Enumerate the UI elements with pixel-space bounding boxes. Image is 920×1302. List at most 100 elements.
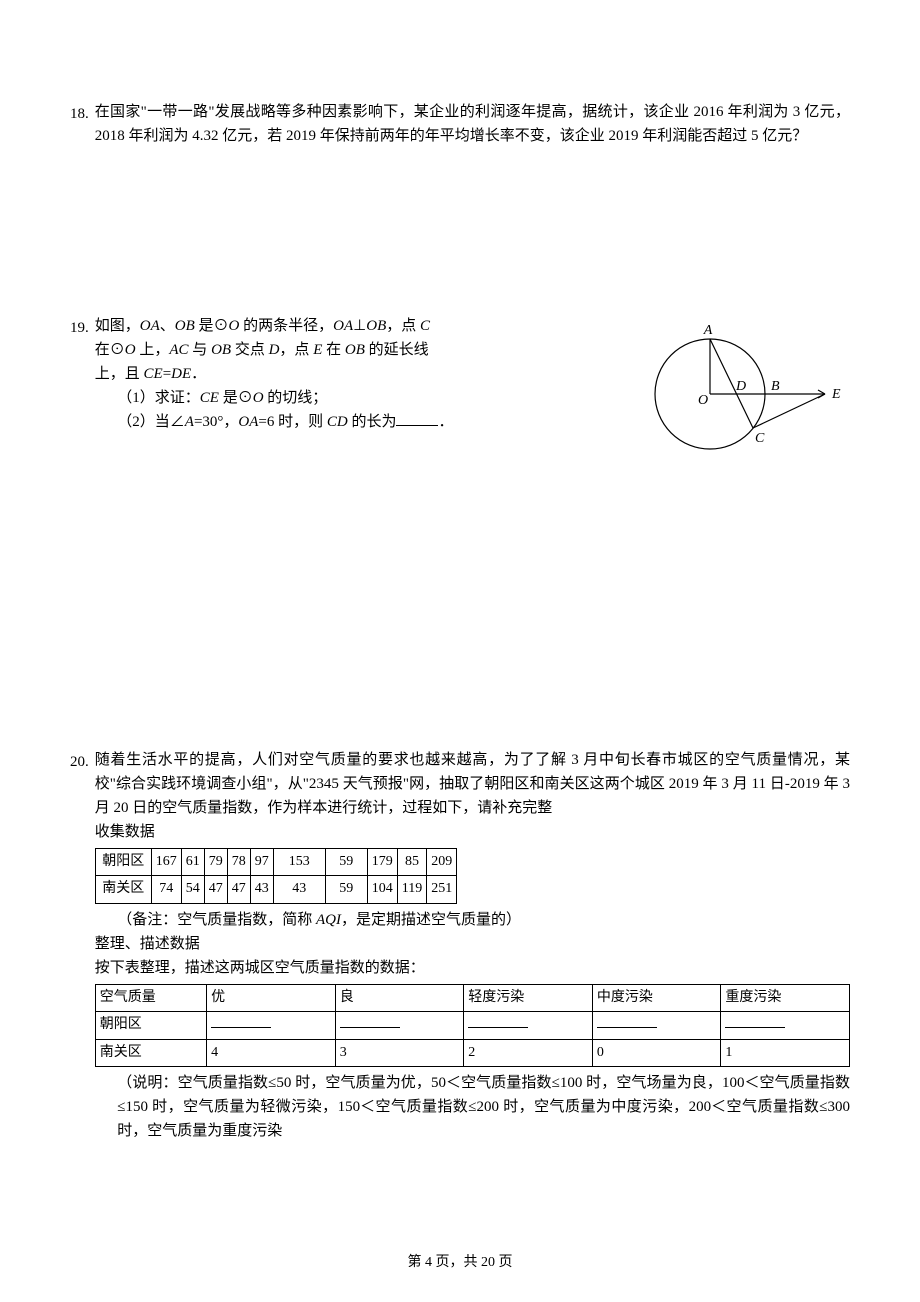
t: 第 (408, 1255, 426, 1270)
q19-line1: 如图，OA、OB 是⊙O 的两条半径，OA⊥OB，点 C (95, 314, 640, 338)
table-row: 空气质量 优 良 轻度污染 中度污染 重度污染 (95, 984, 849, 1011)
data-table: 朝阳区 167 61 79 78 97 153 59 179 85 209 南关… (95, 848, 457, 904)
c: 97 (250, 849, 273, 876)
h: 中度污染 (592, 984, 721, 1011)
c: 119 (397, 876, 426, 903)
c: 47 (204, 876, 227, 903)
c: 78 (227, 849, 250, 876)
t: CD (327, 414, 348, 430)
c (207, 1012, 336, 1039)
c: 1 (721, 1039, 850, 1066)
t: 的切线； (264, 390, 328, 406)
t: OB (211, 342, 231, 358)
fill-blank (597, 1014, 657, 1028)
t: OB (345, 342, 365, 358)
page-current: 4 (425, 1255, 432, 1270)
t: 的两条半径， (239, 318, 333, 334)
line-ce (753, 394, 825, 428)
c: 54 (181, 876, 204, 903)
problem-19-text: 如图，OA、OB 是⊙O 的两条半径，OA⊥OB，点 C 在⊙O 上，AC 与 … (95, 314, 640, 434)
problem-20-number: 20. (70, 748, 89, 774)
fill-blank (725, 1014, 785, 1028)
problem-20-row: 20. 随着生活水平的提高，人们对空气质量的要求也越来越高，为了了解 3 月中旬… (70, 748, 850, 1143)
table-row: 南关区 4 3 2 0 1 (95, 1039, 849, 1066)
t: （2）当∠ (117, 414, 185, 430)
label-c: C (755, 431, 765, 446)
c: 251 (427, 876, 457, 903)
q19-sub2: （2）当∠A=30°，OA=6 时，则 CD 的长为． (95, 410, 640, 434)
gap-18-19 (70, 174, 850, 314)
q19-line2: 在⊙O 上，AC 与 OB 交点 D，点 E 在 OB 的延长线 (95, 338, 640, 362)
label-o: O (698, 393, 708, 408)
c: 朝阳区 (95, 849, 151, 876)
circle-svg: A B C D E O (640, 314, 850, 474)
c (335, 1012, 464, 1039)
problem-19-body: 如图，OA、OB 是⊙O 的两条半径，OA⊥OB，点 C 在⊙O 上，AC 与 … (89, 314, 850, 482)
t: CE (200, 390, 219, 406)
c: 南关区 (95, 876, 151, 903)
problem-19-number: 19. (70, 314, 89, 340)
label-a: A (703, 323, 713, 338)
gap-19-20 (70, 508, 850, 748)
t: =6 时，则 (258, 414, 326, 430)
q19-line3: 上，且 CE=DE． (95, 362, 640, 386)
t: AQI (316, 912, 341, 928)
t: 在 (322, 342, 345, 358)
t: E (313, 342, 322, 358)
t: AC (169, 342, 188, 358)
label-b: B (771, 379, 780, 394)
q20-note: （备注：空气质量指数，简称 AQI，是定期描述空气质量的） (95, 908, 850, 932)
problem-20: 20. 随着生活水平的提高，人们对空气质量的要求也越来越高，为了了解 3 月中旬… (70, 748, 850, 1143)
c: 104 (367, 876, 397, 903)
t: 是⊙ (219, 390, 253, 406)
c (592, 1012, 721, 1039)
problem-19: 19. 如图，OA、OB 是⊙O 的两条半径，OA⊥OB，点 C 在⊙O 上，A… (70, 314, 850, 482)
t: O (229, 318, 240, 334)
c: 2 (464, 1039, 593, 1066)
aqi-table: 空气质量 优 良 轻度污染 中度污染 重度污染 朝阳区 南关区 (95, 984, 850, 1067)
t: OB (366, 318, 386, 334)
t: 上， (136, 342, 170, 358)
t: = (163, 366, 171, 382)
t: OA (238, 414, 258, 430)
c: 3 (335, 1039, 464, 1066)
c: 79 (204, 849, 227, 876)
c: 153 (273, 849, 325, 876)
h: 轻度污染 (464, 984, 593, 1011)
t: 交点 (231, 342, 269, 358)
t: （备注：空气质量指数，简称 (117, 912, 316, 928)
h: 重度污染 (721, 984, 850, 1011)
problem-18-body: 在国家"一带一路"发展战略等多种因素影响下，某企业的利润逐年提高，据统计，该企业… (89, 100, 850, 148)
t: ，是定期描述空气质量的） (341, 912, 521, 928)
c: 南关区 (95, 1039, 206, 1066)
t: O (253, 390, 264, 406)
q20-collect-label: 收集数据 (95, 820, 850, 844)
problem-18: 18. 在国家"一带一路"发展战略等多种因素影响下，某企业的利润逐年提高，据统计… (70, 100, 850, 148)
t: 、 (160, 318, 175, 334)
t: OA (140, 318, 160, 334)
c: 47 (227, 876, 250, 903)
t: ． (438, 414, 453, 430)
fill-blank (468, 1014, 528, 1028)
t: 页 (495, 1255, 513, 1270)
problem-18-text: 在国家"一带一路"发展战略等多种因素影响下，某企业的利润逐年提高，据统计，该企业… (95, 100, 850, 148)
fill-blank (211, 1014, 271, 1028)
t: ⊥ (353, 318, 366, 334)
q20-intro: 随着生活水平的提高，人们对空气质量的要求也越来越高，为了了解 3 月中旬长春市城… (95, 748, 850, 820)
table-row: 南关区 74 54 47 47 43 43 59 104 119 251 (95, 876, 456, 903)
q20-explain: （说明：空气质量指数≤50 时，空气质量为优，50＜空气质量指数≤100 时，空… (95, 1071, 850, 1143)
c: 167 (151, 849, 181, 876)
page-total: 20 (481, 1255, 495, 1270)
c: 209 (427, 849, 457, 876)
t: CE (144, 366, 163, 382)
problem-19-row: 19. 如图，OA、OB 是⊙O 的两条半径，OA⊥OB，点 C 在⊙O 上，A… (70, 314, 850, 482)
table-row: 朝阳区 167 61 79 78 97 153 59 179 85 209 (95, 849, 456, 876)
c (721, 1012, 850, 1039)
h: 良 (335, 984, 464, 1011)
t: OA (333, 318, 353, 334)
h: 优 (207, 984, 336, 1011)
t: O (125, 342, 136, 358)
problem-20-body: 随着生活水平的提高，人们对空气质量的要求也越来越高，为了了解 3 月中旬长春市城… (89, 748, 850, 1143)
t: 的长为 (348, 414, 397, 430)
c: 59 (325, 849, 367, 876)
